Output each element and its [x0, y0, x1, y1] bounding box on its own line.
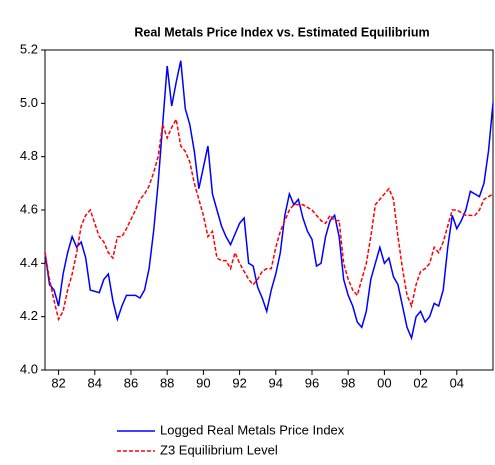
x-tick-label: 02	[413, 375, 427, 390]
y-tick-label: 4.4	[20, 255, 38, 270]
series-line	[44, 60, 494, 341]
legend-label: Logged Real Metals Price Index	[160, 422, 345, 437]
x-tick-label: 86	[124, 375, 138, 390]
x-tick-label: 00	[377, 375, 391, 390]
y-tick-label: 4.2	[20, 308, 38, 323]
y-tick-label: 4.8	[20, 148, 38, 163]
x-tick-label: 98	[341, 375, 355, 390]
x-tick-label: 94	[269, 375, 283, 390]
series-line	[44, 117, 494, 322]
x-tick-label: 88	[160, 375, 174, 390]
legend-label: Z3 Equilibrium Level	[160, 442, 278, 457]
x-tick-label: 04	[450, 375, 464, 390]
y-tick-label: 5.2	[20, 41, 38, 56]
x-tick-label: 82	[51, 375, 65, 390]
x-tick-label: 84	[88, 375, 102, 390]
x-tick-label: 90	[196, 375, 210, 390]
chart-title: Real Metals Price Index vs. Estimated Eq…	[134, 25, 429, 39]
x-tick-label: 92	[232, 375, 246, 390]
x-tick-label: 96	[305, 375, 319, 390]
y-tick-label: 4.0	[20, 361, 38, 376]
y-tick-label: 4.6	[20, 201, 38, 216]
y-tick-label: 5.0	[20, 95, 38, 110]
